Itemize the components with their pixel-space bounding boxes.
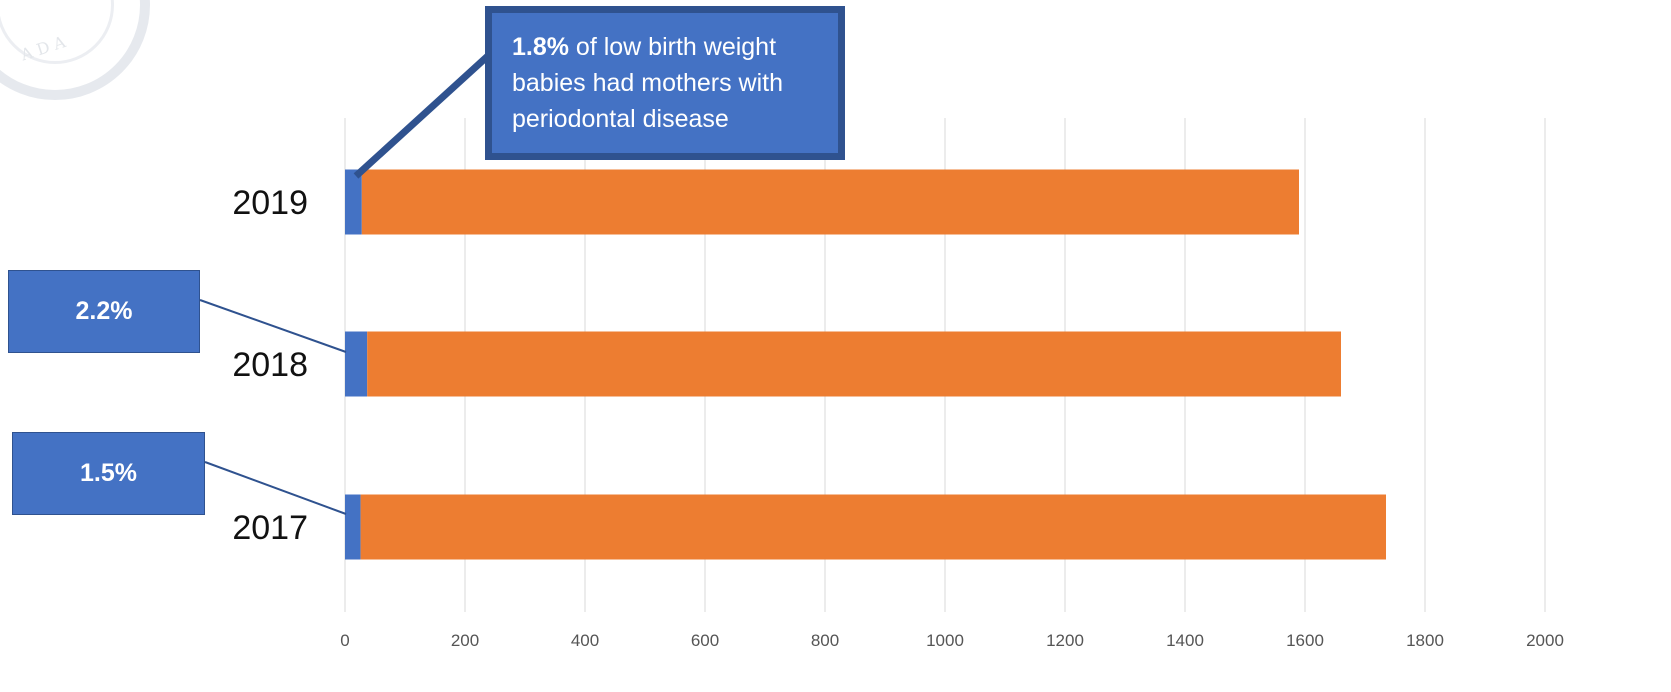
category-label-2018: 2018 bbox=[232, 346, 308, 384]
x-tick-label: 2000 bbox=[1526, 631, 1564, 650]
category-label-2019: 2019 bbox=[232, 184, 308, 222]
x-tick-label: 0 bbox=[340, 631, 349, 650]
leader-2017 bbox=[204, 461, 347, 515]
x-tick-label: 800 bbox=[811, 631, 839, 650]
bar-2019-segment-2 bbox=[361, 169, 1299, 235]
bars bbox=[345, 169, 1387, 560]
x-tick-label: 1200 bbox=[1046, 631, 1084, 650]
callout-2017: 1.5% bbox=[12, 432, 205, 515]
x-tick-label: 1800 bbox=[1406, 631, 1444, 650]
x-tick-label: 1400 bbox=[1166, 631, 1204, 650]
callout-2018-text: 2.2% bbox=[75, 297, 133, 325]
leader-2018 bbox=[199, 299, 347, 353]
x-tick-label: 400 bbox=[571, 631, 599, 650]
bar-2018-segment-1 bbox=[345, 331, 368, 397]
callout-leaders bbox=[199, 51, 493, 515]
x-tick-label: 1000 bbox=[926, 631, 964, 650]
bar-2019-segment-1 bbox=[345, 169, 362, 235]
x-tick-label: 600 bbox=[691, 631, 719, 650]
x-tick-labels: 0 200 400 600 800 1000 1200 1400 1600 1800 2000 bbox=[340, 631, 1564, 650]
leader-2019 bbox=[353, 51, 493, 179]
category-labels: 2019 2018 2017 bbox=[232, 184, 308, 547]
x-tick-label: 200 bbox=[451, 631, 479, 650]
bar-2017-segment-2 bbox=[360, 494, 1387, 560]
category-label-2017: 2017 bbox=[232, 509, 308, 547]
x-tick-label: 1600 bbox=[1286, 631, 1324, 650]
callout-2017-text: 1.5% bbox=[80, 459, 137, 487]
bar-2017-segment-1 bbox=[345, 494, 361, 560]
callout-2019-text: of low birth weight babies had mothers w… bbox=[512, 33, 783, 133]
callout-2019: 1.8% of low birth weight babies had moth… bbox=[485, 6, 845, 160]
bar-2018-segment-2 bbox=[367, 331, 1341, 397]
callout-2018: 2.2% bbox=[8, 270, 200, 353]
callout-2019-highlight: 1.8% bbox=[512, 33, 569, 61]
